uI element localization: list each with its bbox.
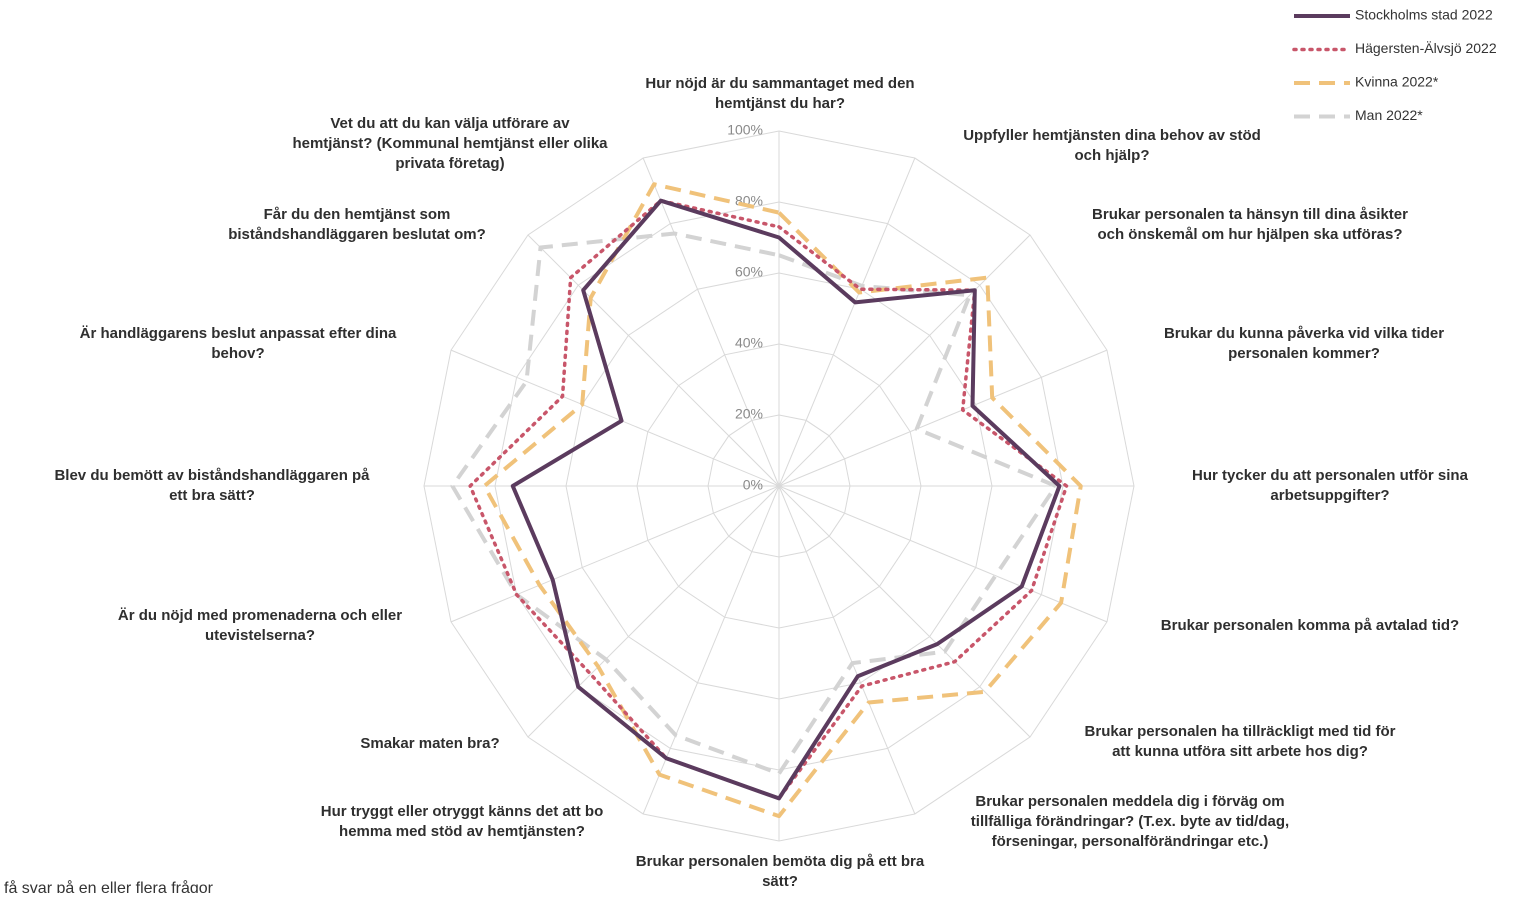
category-label: Brukar personalen ha tillräckligt med ti… — [1085, 723, 1396, 760]
category-label: Brukar personalen bemöta dig på ett bra s… — [636, 853, 925, 890]
spoke — [450, 349, 780, 487]
spoke — [778, 485, 1108, 623]
spoke — [778, 485, 1031, 738]
legend-label: Stockholms stad 2022 — [1355, 7, 1493, 23]
footnote: få svar på en eller flera frågor — [4, 879, 214, 893]
category-label: Uppfyller hemtjänsten dina behov av stöd… — [963, 127, 1261, 164]
spoke — [450, 485, 780, 623]
spoke — [778, 234, 1031, 487]
category-label: Hur nöjd är du sammantaget med den hemtjä… — [645, 75, 914, 112]
spoke — [778, 157, 916, 487]
spoke — [527, 485, 780, 738]
r-tick-label: 20% — [735, 406, 763, 422]
category-label: Vet du att du kan välja utförare av hemtj… — [292, 115, 608, 172]
category-label: Får du den hemtjänst som biståndshandlägg… — [228, 206, 486, 243]
category-label: Brukar personalen ta hänsyn till dina ås… — [1092, 206, 1408, 243]
category-label: Brukar personalen komma på avtalad tid? — [1161, 617, 1459, 634]
category-label: Brukar personalen meddela dig i förväg o… — [971, 793, 1289, 850]
spoke — [778, 349, 1108, 487]
r-tick-label: 100% — [727, 122, 763, 138]
series-line — [510, 198, 1062, 801]
legend-label: Kvinna 2022* — [1355, 74, 1439, 90]
category-label: Är du nöjd med promenaderna och eller ute… — [118, 607, 402, 644]
legend-label: Hägersten-Älvsjö 2022 — [1355, 40, 1497, 56]
spoke — [778, 485, 916, 815]
r-tick-label: 0% — [743, 477, 763, 493]
series-line — [450, 231, 1058, 776]
category-label: Brukar du kunna påverka vid vilka tider p… — [1164, 325, 1444, 362]
r-tick-label: 60% — [735, 264, 763, 280]
series-line — [482, 182, 1083, 819]
legend-label: Man 2022* — [1355, 107, 1423, 123]
category-label: Är handläggarens beslut anpassat efter d… — [80, 325, 397, 362]
category-label: Hur tryggt eller otryggt känns det att b… — [321, 803, 604, 840]
grid — [423, 130, 1135, 842]
category-label: Hur tycker du att personalen utför sina a… — [1192, 467, 1469, 504]
r-tick-label: 40% — [735, 335, 763, 351]
category-label: Smakar maten bra? — [360, 735, 499, 752]
series-line — [468, 198, 1069, 801]
spoke — [642, 157, 780, 487]
category-label: Blev du bemött av biståndshandläggaren p… — [54, 467, 370, 504]
